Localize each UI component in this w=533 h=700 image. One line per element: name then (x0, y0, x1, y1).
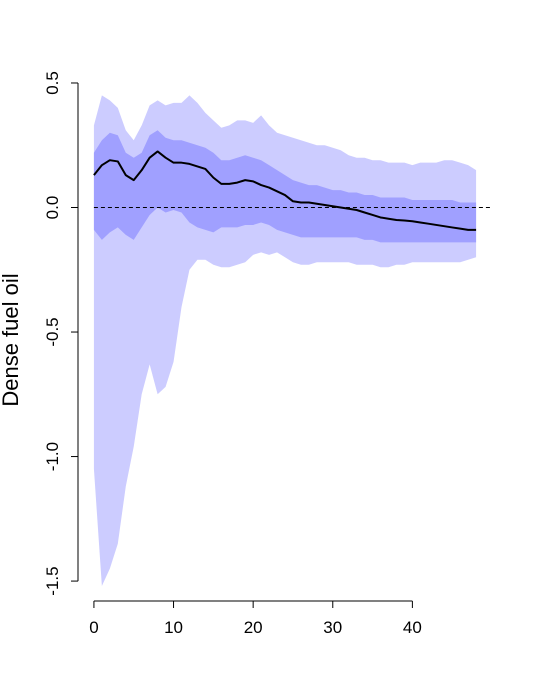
y-tick-label: 0.5 (43, 71, 62, 95)
x-tick-label: 40 (403, 618, 422, 637)
median-line-group (93, 150, 477, 231)
y-tick-label: -1.5 (43, 566, 62, 595)
uncertainty-bands (93, 95, 477, 587)
y-axis-title: Dense fuel oil (0, 273, 23, 406)
y-tick-label: 0.0 (43, 196, 62, 220)
x-tick-label: 10 (164, 618, 183, 637)
y-tick-label: -0.5 (43, 317, 62, 346)
x-tick-label: 30 (323, 618, 342, 637)
x-tick-label: 20 (244, 618, 263, 637)
x-tick-label: 0 (89, 618, 98, 637)
y-tick-label: -1.0 (43, 442, 62, 471)
median-line (93, 150, 477, 231)
axes-group: 0 10 20 30 40 -1.5 -1.0 -0.5 0.0 0.5 (43, 71, 422, 637)
inner-uncertainty-band (93, 130, 477, 243)
